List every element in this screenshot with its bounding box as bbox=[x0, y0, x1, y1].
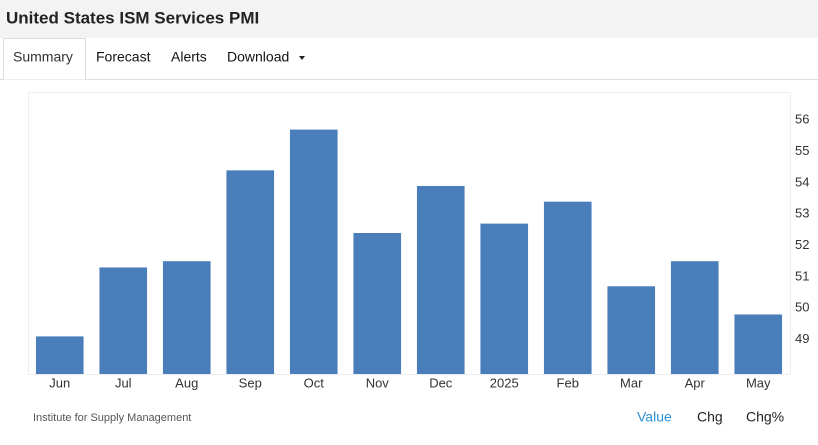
y-tick-label: 55 bbox=[795, 143, 809, 158]
bar bbox=[289, 129, 338, 374]
x-tick-label: Sep bbox=[239, 375, 262, 390]
x-tick-label: Aug bbox=[175, 375, 198, 390]
view-toggle[interactable]: Chg bbox=[697, 409, 723, 425]
x-tick-label: 2025 bbox=[490, 375, 519, 390]
y-tick-label: 56 bbox=[795, 112, 809, 127]
x-tick-label: Mar bbox=[620, 375, 643, 390]
tab[interactable]: Alerts bbox=[171, 49, 207, 65]
plot-area bbox=[28, 92, 791, 375]
bar bbox=[734, 314, 783, 374]
y-tick-label: 53 bbox=[795, 206, 809, 221]
view-toggle[interactable]: Value bbox=[637, 409, 672, 425]
bar bbox=[480, 223, 529, 374]
bar bbox=[353, 233, 402, 374]
bar bbox=[99, 267, 148, 374]
source: Institute for Supply Management bbox=[33, 412, 191, 424]
y-tick-label: 50 bbox=[795, 300, 809, 315]
tab[interactable]: Summary bbox=[13, 49, 73, 65]
x-tick-label: Dec bbox=[429, 375, 453, 390]
tab[interactable]: Download bbox=[227, 49, 289, 65]
x-tick-label: Nov bbox=[366, 375, 390, 390]
bar bbox=[670, 261, 719, 374]
y-tick-label: 52 bbox=[795, 237, 809, 252]
x-tick-label: Jun bbox=[49, 375, 70, 390]
x-tick-label: Jul bbox=[115, 375, 132, 390]
page-title: United States ISM Services PMI bbox=[6, 8, 259, 27]
bar bbox=[35, 336, 84, 374]
x-tick-label: Oct bbox=[304, 375, 325, 390]
bar bbox=[162, 261, 211, 374]
y-tick-label: 51 bbox=[795, 268, 809, 283]
x-tick-label: Feb bbox=[557, 375, 579, 390]
active-tab bbox=[3, 38, 86, 80]
y-tick-label: 49 bbox=[795, 331, 809, 346]
y-tick-label: 54 bbox=[795, 174, 809, 189]
dropdown-caret bbox=[299, 56, 305, 60]
bar bbox=[607, 286, 656, 374]
title-bar bbox=[0, 0, 818, 38]
x-tick-label: Apr bbox=[685, 375, 706, 390]
bar bbox=[226, 170, 275, 374]
x-tick-label: May bbox=[746, 375, 771, 390]
view-toggle[interactable]: Chg% bbox=[746, 409, 784, 425]
bar bbox=[416, 186, 465, 374]
bar bbox=[543, 201, 592, 374]
tab[interactable]: Forecast bbox=[96, 49, 151, 65]
